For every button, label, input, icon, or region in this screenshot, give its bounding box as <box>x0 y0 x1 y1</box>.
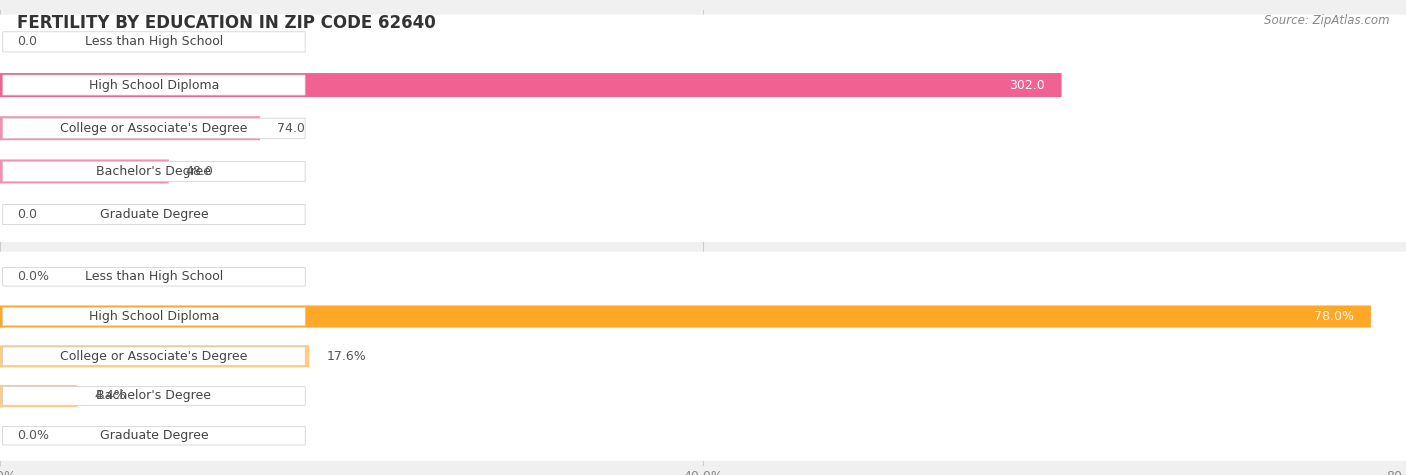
Text: 17.6%: 17.6% <box>326 350 366 363</box>
FancyBboxPatch shape <box>0 305 1371 328</box>
Text: 0.0: 0.0 <box>17 35 37 48</box>
FancyBboxPatch shape <box>0 187 1406 242</box>
FancyBboxPatch shape <box>3 387 305 405</box>
Text: 48.0: 48.0 <box>186 165 214 178</box>
FancyBboxPatch shape <box>0 160 169 183</box>
FancyBboxPatch shape <box>3 307 305 326</box>
Text: Graduate Degree: Graduate Degree <box>100 429 208 442</box>
Text: High School Diploma: High School Diploma <box>89 78 219 92</box>
Text: Bachelor's Degree: Bachelor's Degree <box>97 165 211 178</box>
FancyBboxPatch shape <box>3 32 305 52</box>
Text: 0.0%: 0.0% <box>17 429 49 442</box>
FancyBboxPatch shape <box>3 118 305 138</box>
Text: 78.0%: 78.0% <box>1315 310 1354 323</box>
Text: Graduate Degree: Graduate Degree <box>100 208 208 221</box>
FancyBboxPatch shape <box>0 331 1406 381</box>
FancyBboxPatch shape <box>3 162 305 181</box>
FancyBboxPatch shape <box>0 144 1406 199</box>
FancyBboxPatch shape <box>0 116 260 140</box>
FancyBboxPatch shape <box>0 58 1406 113</box>
Text: 0.0%: 0.0% <box>17 270 49 283</box>
Text: Source: ZipAtlas.com: Source: ZipAtlas.com <box>1264 14 1389 27</box>
FancyBboxPatch shape <box>0 101 1406 156</box>
FancyBboxPatch shape <box>0 371 1406 421</box>
Text: 0.0: 0.0 <box>17 208 37 221</box>
Text: College or Associate's Degree: College or Associate's Degree <box>60 122 247 135</box>
FancyBboxPatch shape <box>3 205 305 225</box>
FancyBboxPatch shape <box>0 252 1406 302</box>
Text: Less than High School: Less than High School <box>84 35 224 48</box>
FancyBboxPatch shape <box>3 75 305 95</box>
FancyBboxPatch shape <box>3 347 305 366</box>
FancyBboxPatch shape <box>0 410 1406 461</box>
Text: Less than High School: Less than High School <box>84 270 224 283</box>
FancyBboxPatch shape <box>0 73 1062 97</box>
Text: 74.0: 74.0 <box>277 122 305 135</box>
Text: 4.4%: 4.4% <box>94 390 127 402</box>
FancyBboxPatch shape <box>3 267 305 286</box>
Text: High School Diploma: High School Diploma <box>89 310 219 323</box>
Text: Bachelor's Degree: Bachelor's Degree <box>97 390 211 402</box>
Text: FERTILITY BY EDUCATION IN ZIP CODE 62640: FERTILITY BY EDUCATION IN ZIP CODE 62640 <box>17 14 436 32</box>
FancyBboxPatch shape <box>0 345 309 367</box>
FancyBboxPatch shape <box>0 385 77 407</box>
FancyBboxPatch shape <box>3 427 305 445</box>
FancyBboxPatch shape <box>0 291 1406 342</box>
Text: College or Associate's Degree: College or Associate's Degree <box>60 350 247 363</box>
Text: 302.0: 302.0 <box>1010 78 1045 92</box>
FancyBboxPatch shape <box>0 15 1406 69</box>
